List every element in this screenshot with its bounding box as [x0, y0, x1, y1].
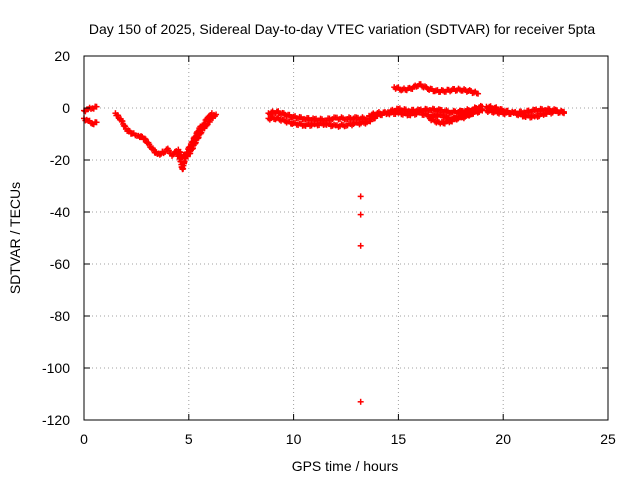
- y-tick-label: 0: [62, 100, 70, 116]
- data-point: [165, 147, 172, 154]
- x-tick-label: 15: [391, 431, 407, 447]
- y-axis-label: SDTVAR / TECUs: [7, 182, 23, 294]
- data-series: [81, 81, 567, 405]
- chart-title: Day 150 of 2025, Sidereal Day-to-day VTE…: [89, 21, 596, 37]
- x-axis-label: GPS time / hours: [292, 458, 399, 474]
- data-point: [475, 90, 482, 97]
- data-point: [142, 136, 149, 143]
- y-tick-label: -60: [50, 256, 70, 272]
- outlier-point: [357, 211, 364, 218]
- outlier-point: [357, 193, 364, 200]
- y-tick-label: -100: [42, 360, 70, 376]
- data-point: [208, 110, 215, 117]
- y-tick-label: -40: [50, 204, 70, 220]
- x-tick-label: 20: [495, 431, 511, 447]
- data-point: [213, 111, 220, 118]
- y-tick-label: 20: [54, 48, 70, 64]
- x-tick-label: 0: [80, 431, 88, 447]
- axes-ticks: 20 0 -20 -40 -60 -80 -100 -120 0 5 10 15 20 25: [42, 48, 616, 447]
- data-point: [200, 121, 207, 128]
- data-point: [201, 120, 208, 127]
- x-tick-label: 25: [600, 431, 616, 447]
- y-tick-label: -20: [50, 152, 70, 168]
- outlier-point: [357, 398, 364, 405]
- y-tick-label: -80: [50, 308, 70, 324]
- data-point: [93, 103, 100, 110]
- data-point: [115, 112, 122, 119]
- data-point: [206, 118, 213, 125]
- plot-frame: [83, 55, 609, 421]
- data-point: [560, 110, 567, 117]
- data-point: [93, 119, 100, 126]
- y-tick-label: -120: [42, 412, 70, 428]
- outlier-point: [357, 242, 364, 249]
- x-tick-label: 5: [185, 431, 193, 447]
- data-point: [141, 135, 148, 142]
- x-tick-label: 10: [286, 431, 302, 447]
